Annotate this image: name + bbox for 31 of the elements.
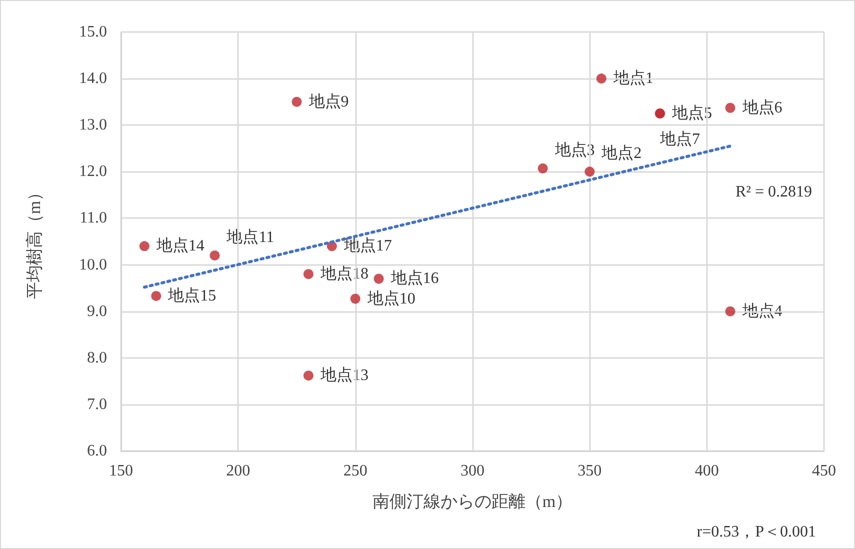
x-tick-label: 150	[109, 462, 133, 480]
y-tick-label: 14.0	[79, 70, 107, 88]
x-tick-label: 300	[460, 462, 484, 480]
annotation: 地点11	[226, 228, 274, 246]
x-tick-label: 450	[812, 462, 836, 480]
y-tick-label: 10.0	[79, 256, 107, 274]
annotation: 地点10	[366, 289, 416, 308]
annotation: 地点17	[342, 236, 392, 255]
annotation: 地点6	[741, 98, 782, 116]
y-tick-label: 11.0	[80, 210, 107, 227]
text: r=0.53，P＜0.001	[696, 524, 816, 540]
x-tick-label: 200	[226, 462, 250, 480]
x-tick-label: 350	[578, 462, 602, 480]
y-tick-label: 8.0	[87, 349, 107, 366]
y-tick-label: 12.0	[79, 163, 107, 180]
annotation: 地点15	[167, 286, 216, 304]
x-tick-label: 250	[343, 462, 368, 480]
y-axis-title: 平均樹高（m）	[25, 184, 44, 300]
y-tick-label: 9.0	[87, 302, 107, 320]
annotation: 地点2	[600, 144, 642, 162]
x-tick-label: 400	[694, 462, 719, 480]
annotation: 地点14	[155, 236, 204, 255]
annotation: 地点16	[390, 269, 439, 288]
y-tick-label: 13.0	[79, 116, 107, 134]
annotation: 地点7	[658, 130, 700, 148]
y-tick-label: 6.0	[87, 442, 107, 460]
x-axis-title: 南側汀線からの距離（m）	[372, 492, 573, 511]
annotation: R² = 0.2819	[736, 184, 812, 200]
annotation: 地点9	[308, 92, 349, 110]
y-tick-label: 15.0	[79, 24, 107, 40]
y-tick-label: 7.0	[87, 396, 107, 413]
